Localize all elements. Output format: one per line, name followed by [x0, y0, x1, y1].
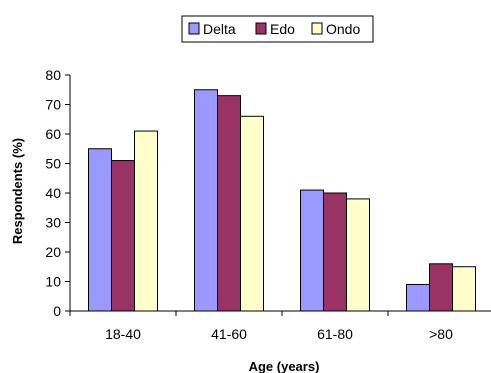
y-tick-label: 40 [45, 185, 61, 201]
x-tick-label: 41-60 [211, 326, 247, 342]
legend: Delta Edo Ondo [181, 15, 374, 43]
bar-ondo-3 [452, 266, 476, 312]
x-tick-label: >80 [429, 326, 453, 342]
legend-swatch-ondo [311, 22, 323, 35]
x-tick-label: 18-40 [105, 326, 141, 342]
y-tick-label: 30 [45, 215, 61, 231]
bar-edo-2 [323, 192, 347, 312]
bar-ondo-2 [346, 198, 370, 312]
y-tick-label: 20 [45, 244, 61, 260]
bars [88, 89, 476, 312]
legend-box [181, 15, 374, 43]
bar-ondo-1 [240, 115, 264, 312]
legend-label-ondo: Ondo [326, 21, 360, 37]
bar-delta-0 [88, 148, 112, 312]
bar-delta-1 [194, 89, 218, 312]
bar-delta-2 [300, 189, 324, 312]
legend-label-delta: Delta [203, 21, 236, 37]
y-axis: 0 10 20 30 40 50 60 70 80 [45, 67, 71, 319]
x-axis-title: Age (years) [249, 359, 320, 373]
y-tick-label: 80 [45, 67, 61, 83]
bar-delta-3 [406, 283, 430, 312]
legend-swatch-edo [255, 22, 267, 35]
y-tick-label: 70 [45, 97, 61, 113]
legend-swatch-delta [188, 22, 200, 35]
y-tick-label: 10 [45, 274, 61, 290]
x-tick-label: 61-80 [317, 326, 353, 342]
y-tick-label: 0 [53, 303, 61, 319]
bar-edo-3 [429, 263, 453, 312]
y-axis-title: Respondents (%) [10, 138, 25, 244]
bar-edo-0 [111, 160, 135, 312]
bar-ondo-0 [134, 130, 158, 312]
bar-edo-1 [217, 95, 241, 312]
y-tick-label: 60 [45, 126, 61, 142]
y-tick-label: 50 [45, 156, 61, 172]
legend-label-edo: Edo [270, 21, 295, 37]
x-axis: 18-40 41-60 61-80 >80 [69, 310, 491, 342]
